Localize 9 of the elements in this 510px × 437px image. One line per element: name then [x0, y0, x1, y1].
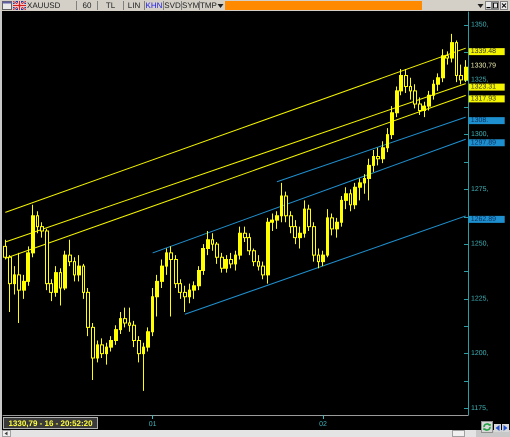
toolbar-button: SYM [181, 1, 199, 10]
toolbar-button: SVD [163, 1, 181, 10]
toolbar-button: TMP [199, 1, 216, 10]
toolbar-button: KHN [144, 1, 163, 10]
status-field: 1330,79 - 16 - 20:52:20 [3, 417, 98, 429]
toolbar-button: TL [97, 1, 123, 10]
toolbar-button: LIN [123, 1, 144, 10]
chart-title: XAUUSD [27, 1, 60, 10]
toolbar-button: 60 [76, 1, 97, 10]
